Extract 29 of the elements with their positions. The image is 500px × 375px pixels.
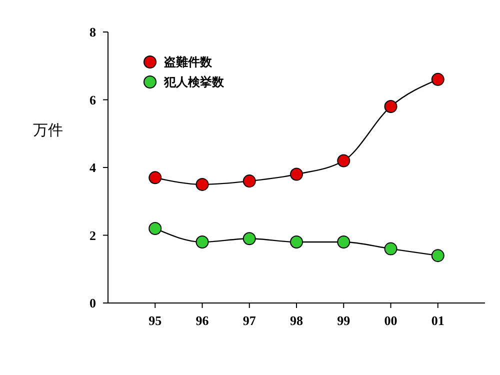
point	[290, 168, 303, 181]
point	[242, 174, 256, 188]
point	[431, 72, 444, 86]
x-tick-label: 01	[431, 313, 444, 328]
point	[290, 236, 303, 249]
x-tick-label: 97	[242, 313, 256, 328]
point	[148, 222, 162, 235]
point	[431, 249, 444, 262]
y-axis-title: 万件	[33, 121, 63, 139]
x-tick-label: 98	[290, 313, 304, 328]
y-tick-label: 0	[90, 296, 96, 311]
x-tick-label: 95	[148, 313, 162, 328]
point	[148, 171, 162, 184]
point	[196, 178, 209, 191]
legend-label: 犯人検挙数	[163, 75, 225, 90]
x-tick-label: 00	[384, 313, 398, 328]
x-tick-label: 96	[196, 313, 210, 328]
point	[242, 232, 256, 246]
y-tick-label: 2	[90, 228, 96, 243]
point	[384, 242, 398, 256]
y-tick-label: 6	[90, 92, 96, 108]
legend-label: 盗難件数	[164, 55, 213, 70]
point	[384, 100, 398, 114]
y-tick-label: 8	[90, 24, 96, 40]
point	[337, 154, 350, 168]
y-tick-label: 4	[90, 160, 96, 176]
x-tick-label: 99	[337, 313, 351, 328]
point	[196, 236, 209, 249]
point	[337, 236, 350, 249]
